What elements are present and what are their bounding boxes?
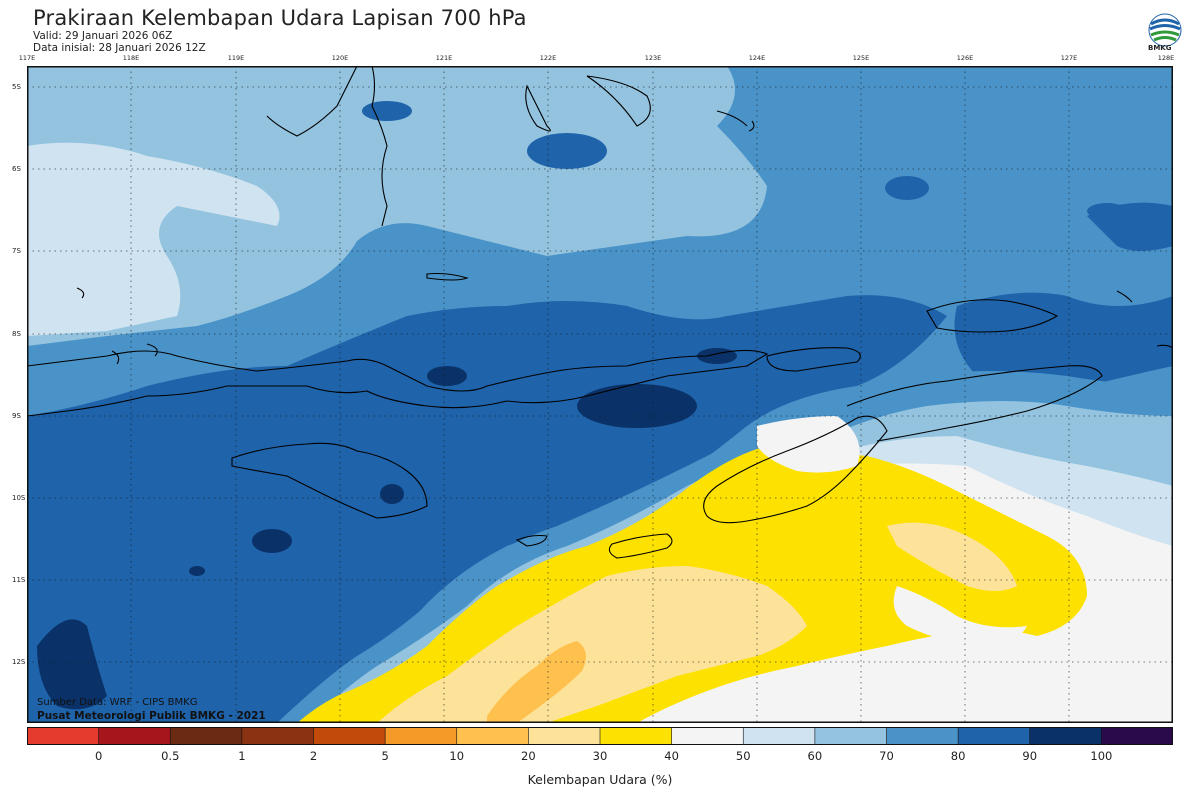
colorbar-segment bbox=[384, 727, 458, 745]
rh-80-90-blob bbox=[527, 133, 607, 169]
rh-80-90-blob bbox=[1087, 203, 1127, 219]
coastline-islands-west bbox=[76, 287, 158, 365]
rh-20-30-light bbox=[377, 566, 807, 723]
colorbar-tick: 50 bbox=[735, 749, 751, 763]
colorbar-tick: 2 bbox=[309, 749, 318, 763]
colorbar-tick: 60 bbox=[807, 749, 823, 763]
lon-label: 117E bbox=[18, 54, 36, 62]
bmkg-logo bbox=[1148, 13, 1182, 47]
coastline-sulawesi bbox=[266, 66, 388, 227]
colorbar-segment bbox=[456, 727, 530, 745]
map-title: Prakiraan Kelembapan Udara Lapisan 700 h… bbox=[33, 6, 527, 30]
colorbar-tick: 5 bbox=[381, 749, 389, 763]
coastline-island bbox=[586, 75, 651, 127]
rh-80-90-blob bbox=[362, 101, 412, 121]
rh-90-100-core bbox=[380, 484, 404, 504]
gridlines bbox=[27, 66, 1173, 723]
coastline-islands-ne bbox=[716, 110, 1173, 349]
rh-40-50-pocket bbox=[867, 661, 1021, 716]
lon-label: 128E bbox=[1157, 54, 1175, 62]
lat-label: 12S bbox=[12, 658, 26, 666]
lon-label: 118E bbox=[122, 54, 140, 62]
map-frame bbox=[27, 66, 1173, 723]
data-source-credit: Sumber Data: WRF - CIPS BMKG bbox=[37, 697, 198, 708]
colorbar bbox=[27, 727, 1173, 745]
colorbar-label: Kelembapan Udara (%) bbox=[527, 772, 673, 787]
coastline-flores-sea-islands bbox=[426, 272, 469, 281]
colorbar-segment bbox=[1101, 727, 1173, 745]
rh-80-90-blob bbox=[885, 176, 929, 200]
border-timor-leste bbox=[846, 365, 1103, 442]
coastline-wetar bbox=[926, 299, 1059, 333]
colorbar-segment bbox=[98, 727, 172, 745]
lat-label: 7S bbox=[12, 247, 21, 255]
colorbar-segment bbox=[1029, 727, 1103, 745]
rh-90-100-core bbox=[427, 366, 467, 386]
rh-90-100-core bbox=[189, 566, 205, 576]
colorbar-segment bbox=[599, 727, 673, 745]
lat-label: 8S bbox=[12, 330, 21, 338]
lon-label: 127E bbox=[1060, 54, 1078, 62]
colorbar-tick: 100 bbox=[1090, 749, 1113, 763]
colorbar-segment bbox=[313, 727, 386, 745]
coastline-buton bbox=[525, 84, 551, 132]
coastline-timor bbox=[703, 415, 888, 524]
rh-10-20-core bbox=[487, 641, 586, 723]
lon-label: 120E bbox=[331, 54, 349, 62]
lon-label: 123E bbox=[644, 54, 662, 62]
colorbar-tick: 10 bbox=[449, 749, 465, 763]
coastlines bbox=[27, 66, 1173, 559]
colorbar-segment bbox=[671, 727, 745, 745]
lat-label: 5S bbox=[12, 83, 21, 91]
rh-60-70-cell bbox=[497, 66, 727, 120]
rh-50-60-west2 bbox=[27, 212, 125, 316]
lon-label: 121E bbox=[435, 54, 453, 62]
colorbar-tick: 90 bbox=[1022, 749, 1038, 763]
lat-label: 11S bbox=[12, 576, 26, 584]
lon-label: 122E bbox=[539, 54, 557, 62]
lat-label: 6S bbox=[12, 165, 21, 173]
lon-label: 125E bbox=[852, 54, 870, 62]
colorbar-segment bbox=[27, 727, 100, 745]
coastline-sawu bbox=[515, 534, 548, 547]
colorbar-tick: 30 bbox=[592, 749, 608, 763]
colorbar-tick: 40 bbox=[664, 749, 679, 763]
coastline-sumba bbox=[231, 442, 428, 519]
colorbar-tick: 80 bbox=[950, 749, 966, 763]
lon-label: 124E bbox=[748, 54, 766, 62]
colorbar-segment bbox=[528, 727, 601, 745]
coastline-flores-east bbox=[766, 347, 861, 372]
colorbar-segment bbox=[957, 727, 1031, 745]
colorbar-segment bbox=[169, 727, 243, 745]
valid-time: Valid: 29 Januari 2026 06Z bbox=[33, 30, 173, 42]
coastline-nusa-tenggara bbox=[27, 349, 769, 417]
lon-label: 126E bbox=[956, 54, 974, 62]
logo-text: BMKG bbox=[1148, 44, 1172, 52]
colorbar-tick: 70 bbox=[879, 749, 894, 763]
rh-80-90-band bbox=[27, 295, 947, 723]
coastline-rote bbox=[608, 533, 673, 559]
rh-90-100-core bbox=[252, 529, 292, 553]
initial-data-time: Data inisial: 28 Januari 2026 12Z bbox=[33, 42, 206, 54]
rh-90-100-core bbox=[577, 384, 697, 428]
colorbar-tick: 1 bbox=[238, 749, 246, 763]
colorbar-segment bbox=[886, 727, 959, 745]
rh-80-90-ne bbox=[954, 292, 1173, 390]
rh-90-100-sw bbox=[37, 619, 107, 710]
colorbar-tick: 0.5 bbox=[161, 749, 180, 763]
colorbar-segment bbox=[241, 727, 315, 745]
lat-label: 9S bbox=[12, 412, 21, 420]
lat-label: 10S bbox=[12, 494, 26, 502]
lon-label: 119E bbox=[227, 54, 245, 62]
colorbar-segment bbox=[814, 727, 888, 745]
colorbar-tick: 20 bbox=[521, 749, 536, 763]
colorbar-segment bbox=[742, 727, 816, 745]
rh-20-30-east bbox=[887, 522, 1017, 591]
organization-credit: Pusat Meteorologi Publik BMKG - 2021 bbox=[37, 710, 266, 722]
rh-40-50-pocket bbox=[893, 586, 1027, 646]
humidity-map bbox=[27, 66, 1173, 723]
colorbar-tick: 0 bbox=[94, 749, 103, 763]
